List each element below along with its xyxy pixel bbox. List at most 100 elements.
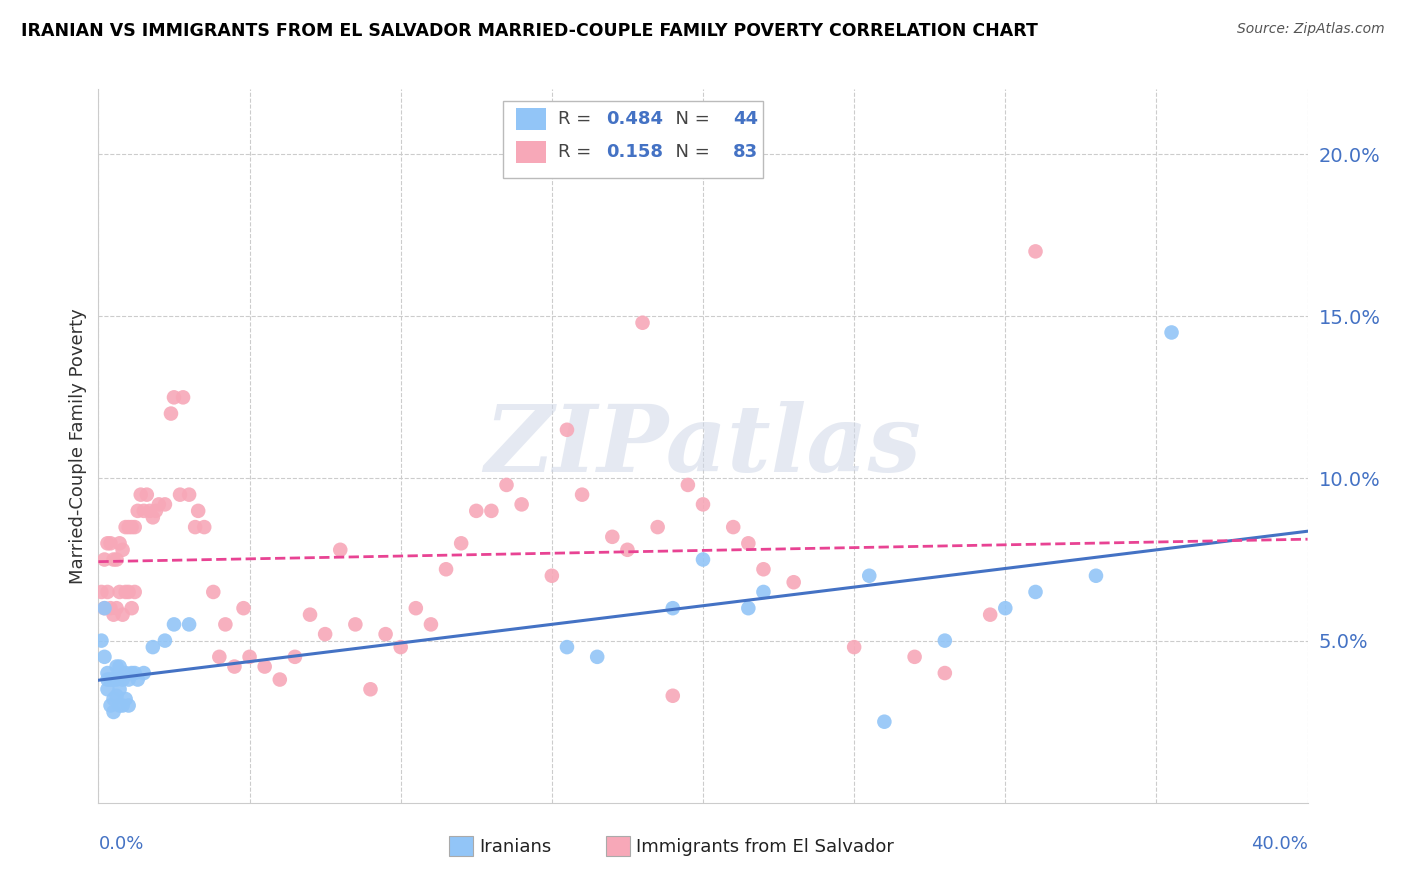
Point <box>1024 585 1046 599</box>
Point <box>160 407 183 421</box>
Point <box>979 607 1001 622</box>
Text: IRANIAN VS IMMIGRANTS FROM EL SALVADOR MARRIED-COUPLE FAMILY POVERTY CORRELATION: IRANIAN VS IMMIGRANTS FROM EL SALVADOR M… <box>21 22 1038 40</box>
Text: N =: N = <box>664 143 716 161</box>
Point <box>465 504 488 518</box>
Point <box>676 478 699 492</box>
Point <box>420 617 443 632</box>
Point <box>752 585 775 599</box>
Point <box>163 617 186 632</box>
Point <box>934 666 956 681</box>
Point <box>114 666 136 681</box>
Point <box>208 649 231 664</box>
Point <box>118 585 141 599</box>
Text: ZIPatlas: ZIPatlas <box>485 401 921 491</box>
Point <box>124 666 146 681</box>
Point <box>96 682 118 697</box>
Text: 40.0%: 40.0% <box>1251 835 1308 853</box>
Point <box>96 536 118 550</box>
Point <box>108 585 131 599</box>
Point <box>329 542 352 557</box>
Point <box>100 698 122 713</box>
Point <box>105 659 128 673</box>
Point <box>360 682 382 697</box>
Point <box>114 692 136 706</box>
Point <box>723 520 745 534</box>
Point <box>434 562 457 576</box>
Point <box>450 536 472 550</box>
Point <box>96 673 118 687</box>
Point <box>232 601 254 615</box>
Point <box>103 692 125 706</box>
Text: R =: R = <box>558 111 598 128</box>
Text: 83: 83 <box>734 143 758 161</box>
Point <box>132 504 155 518</box>
Point <box>1024 244 1046 259</box>
Point <box>602 530 624 544</box>
Point <box>93 601 115 615</box>
Point <box>96 585 118 599</box>
Point <box>100 673 122 687</box>
Point <box>114 585 136 599</box>
Bar <box>449 837 474 856</box>
Point <box>858 568 880 582</box>
Point <box>586 649 609 664</box>
Bar <box>516 141 546 162</box>
Point <box>103 607 125 622</box>
Point <box>124 585 146 599</box>
Point <box>124 520 146 534</box>
Point <box>1085 568 1108 582</box>
Point <box>344 617 367 632</box>
Text: R =: R = <box>558 143 598 161</box>
Point <box>510 497 533 511</box>
Point <box>127 673 149 687</box>
Point <box>114 520 136 534</box>
Point <box>269 673 291 687</box>
Point <box>647 520 669 534</box>
Point <box>90 633 112 648</box>
Point <box>111 698 134 713</box>
Point <box>571 488 593 502</box>
Point <box>405 601 427 615</box>
Point <box>142 510 165 524</box>
Point <box>111 607 134 622</box>
Point <box>374 627 396 641</box>
Text: Immigrants from El Salvador: Immigrants from El Salvador <box>637 838 894 856</box>
Point <box>253 659 276 673</box>
Point <box>103 705 125 719</box>
Point <box>873 714 896 729</box>
Point <box>481 504 503 518</box>
Text: N =: N = <box>664 111 716 128</box>
Point <box>193 520 215 534</box>
Point <box>184 520 207 534</box>
Point <box>108 698 131 713</box>
Y-axis label: Married-Couple Family Poverty: Married-Couple Family Poverty <box>69 308 87 584</box>
Point <box>284 649 307 664</box>
Point <box>163 390 186 404</box>
Point <box>555 423 578 437</box>
Point <box>129 488 152 502</box>
Point <box>118 520 141 534</box>
Point <box>1160 326 1182 340</box>
Point <box>737 601 759 615</box>
Point <box>139 504 162 518</box>
Text: Source: ZipAtlas.com: Source: ZipAtlas.com <box>1237 22 1385 37</box>
Point <box>934 633 956 648</box>
Point <box>692 552 714 566</box>
Text: 44: 44 <box>734 111 758 128</box>
Point <box>187 504 209 518</box>
Point <box>108 536 131 550</box>
Point <box>616 542 638 557</box>
Point <box>783 575 806 590</box>
Point <box>239 649 262 664</box>
Point <box>111 673 134 687</box>
Point <box>100 601 122 615</box>
Text: 0.484: 0.484 <box>606 111 664 128</box>
Point <box>93 649 115 664</box>
Point <box>299 607 322 622</box>
Point <box>103 552 125 566</box>
Point <box>692 497 714 511</box>
Point <box>100 536 122 550</box>
Point <box>118 698 141 713</box>
Point <box>142 640 165 654</box>
Point <box>121 601 143 615</box>
